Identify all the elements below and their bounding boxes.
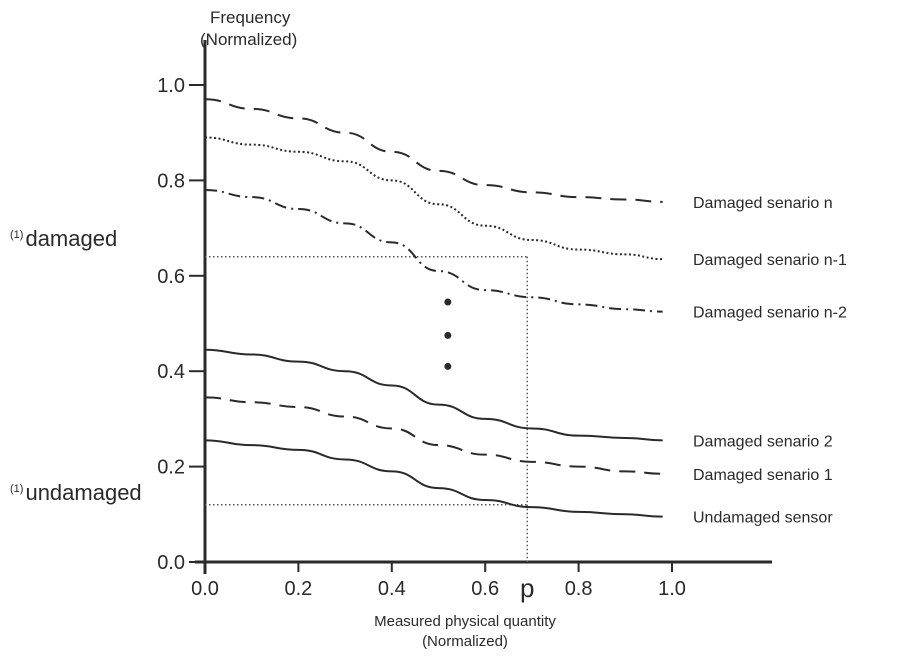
y-tick-label: 0.0 (157, 552, 185, 574)
y-tick-label: 0.4 (157, 361, 185, 383)
x-tick-label: 0.0 (191, 578, 219, 600)
x-axis-label-line1: Measured physical quantity (374, 613, 556, 630)
undamaged-annotation: (1)undamaged (10, 480, 142, 506)
undamaged-label: undamaged (25, 480, 142, 505)
y-tick-label: 1.0 (157, 75, 185, 97)
series-label-2: Damaged senario n-2 (693, 305, 847, 322)
series-label-4: Damaged senario 1 (693, 467, 833, 484)
x-tick-label: 1.0 (658, 578, 686, 600)
series-line-1 (204, 136, 663, 261)
damaged-annotation: (1)damaged (10, 226, 117, 252)
series-label-1: Damaged senario n-1 (693, 252, 847, 269)
y-tick-label: 0.2 (157, 457, 185, 479)
ellipsis-dot-2 (444, 362, 452, 370)
series-line-4 (204, 396, 663, 475)
series-label-3: Damaged senario 2 (693, 433, 833, 450)
y-axis-label-line2: (Normalized) (200, 30, 298, 49)
ellipsis-dot-1 (444, 331, 452, 339)
x-tick-label: 0.6 (471, 578, 499, 600)
series-line-0 (204, 98, 663, 203)
x-tick-label: 0.4 (378, 578, 406, 600)
series-label-0: Damaged senario n (693, 195, 833, 212)
y-axis-label-line1: Frequency (210, 8, 291, 27)
undamaged-superscript: (1) (10, 482, 24, 495)
x-tick-label: 0.8 (565, 578, 593, 600)
series-line-3 (204, 348, 663, 442)
x-tick-label: 0.2 (284, 578, 312, 600)
x-axis-label-line2: (Normalized) (422, 633, 508, 650)
y-tick-label: 0.6 (157, 266, 185, 288)
ellipsis-dot-0 (444, 298, 452, 306)
damaged-label: damaged (25, 226, 118, 251)
p-tick-label: p (520, 573, 534, 603)
series-line-5 (204, 439, 663, 518)
series-line-2 (204, 188, 663, 313)
y-tick-label: 0.8 (157, 170, 185, 192)
damaged-superscript: (1) (10, 228, 24, 241)
series-label-5: Undamaged sensor (693, 510, 833, 527)
